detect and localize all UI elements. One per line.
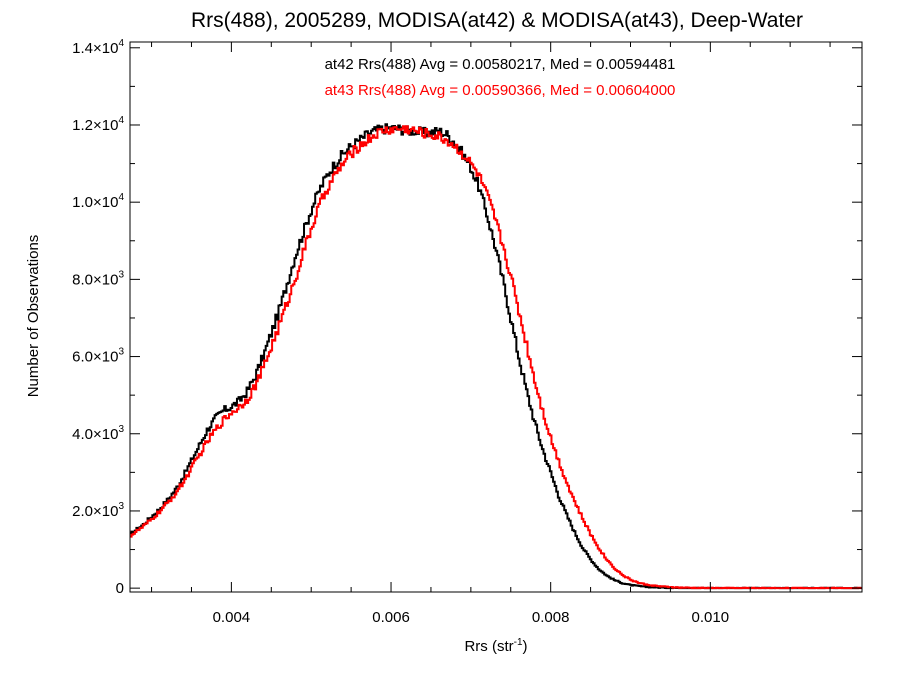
y-tick-label: 1.0×104: [72, 192, 124, 211]
series-layer: [130, 123, 863, 590]
plot-frame: [129, 41, 863, 593]
x-tick-label: 0.008: [532, 609, 570, 626]
y-tick-label: 6.0×103: [72, 347, 124, 366]
x-axis-label-text: Rrs (str: [464, 638, 513, 655]
x-tick-label: 0.004: [213, 609, 251, 626]
x-tick-label: 0.010: [692, 609, 730, 626]
y-tick-label: 1.4×104: [72, 38, 124, 57]
ticks-layer: 0.004 0.006 0.008 0.010 0 2.0×103 4.0×103 6.0×1…: [72, 38, 862, 626]
annotation-at43: at43 Rrs(488) Avg = 0.00590366, Med = 0.…: [325, 82, 676, 99]
x-axis-label-sup: -1: [514, 637, 523, 648]
series-line-0: [130, 123, 863, 590]
series-line-1: [130, 125, 863, 590]
y-tick-label: 2.0×103: [72, 501, 124, 520]
y-tick-label: 8.0×103: [72, 269, 124, 288]
y-tick-label: 0: [116, 580, 124, 597]
x-axis-label: Rrs (str-1): [464, 637, 527, 655]
y-tick-label: 4.0×103: [72, 424, 124, 443]
annotation-at42: at42 Rrs(488) Avg = 0.00580217, Med = 0.…: [325, 56, 676, 73]
y-axis-label: Number of Observations: [25, 235, 42, 398]
y-tick-label: 1.2×104: [72, 115, 124, 134]
x-tick-label: 0.006: [372, 609, 410, 626]
chart-title: Rrs(488), 2005289, MODISA(at42) & MODISA…: [191, 9, 803, 32]
x-axis-label-suffix: ): [523, 638, 528, 655]
